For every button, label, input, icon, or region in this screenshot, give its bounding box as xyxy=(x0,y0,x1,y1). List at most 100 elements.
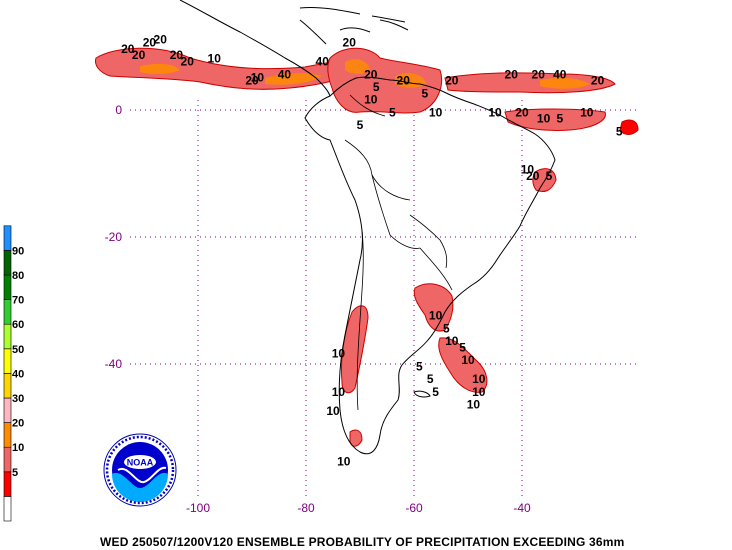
contour-label: 20 xyxy=(132,48,146,62)
precip-area-uruguay xyxy=(413,283,454,332)
contour-label: 5 xyxy=(546,169,553,183)
longitude-label: -60 xyxy=(405,501,423,515)
contour-label: 10 xyxy=(472,385,486,399)
contour-label: 10 xyxy=(326,404,340,418)
contour-label: 20 xyxy=(526,169,540,183)
border-paraguay xyxy=(409,214,448,269)
contour-label: 5 xyxy=(616,124,623,138)
svg-text:NOAA: NOAA xyxy=(127,458,154,468)
legend-colorbar: 5 10 20 30 40 50 60 70 80 90 xyxy=(3,225,24,522)
precip-area-itcz-atlantic xyxy=(444,72,616,94)
legend-swatch xyxy=(3,422,12,448)
legend-label: 90 xyxy=(12,245,24,257)
contour-label: 10 xyxy=(488,105,502,119)
legend-label: 40 xyxy=(12,368,24,380)
legend-swatch xyxy=(3,373,12,399)
precip-core-colombia xyxy=(345,59,370,74)
contour-label: 10 xyxy=(461,353,475,367)
coastline-falklands xyxy=(413,390,431,398)
contour-label: 5 xyxy=(389,105,396,119)
contour-label: 5 xyxy=(373,80,380,94)
contour-label: 5 xyxy=(357,118,364,132)
contour-label: 40 xyxy=(278,67,292,81)
legend-swatch xyxy=(3,496,12,522)
contour-label: 5 xyxy=(421,86,428,100)
legend-swatch xyxy=(3,299,12,325)
contour-label: 5 xyxy=(459,340,466,354)
map-caption: WED 250507/1200V120 ENSEMBLE PROBABILITY… xyxy=(100,535,625,549)
contour-label: 20 xyxy=(591,74,605,88)
precip-area-equatorial-atlantic xyxy=(504,108,606,131)
legend-label: 70 xyxy=(12,295,24,307)
legend-label: 50 xyxy=(12,344,24,356)
legend-swatch xyxy=(3,397,12,423)
contour-label: 20 xyxy=(505,67,519,81)
latitude-label: -20 xyxy=(105,230,123,244)
contour-label: 10 xyxy=(429,309,443,323)
legend-swatch xyxy=(3,225,12,251)
legend-swatch xyxy=(3,323,12,350)
contour-label: 20 xyxy=(364,67,378,81)
noaa-logo: NOAA xyxy=(103,433,177,507)
contour-label: 5 xyxy=(432,385,439,399)
longitude-label: -80 xyxy=(297,501,315,515)
coastline-central-america xyxy=(179,0,331,97)
contour-label: 10 xyxy=(337,455,351,469)
contour-label: 5 xyxy=(416,359,423,373)
latitude-label: 0 xyxy=(115,103,122,117)
contour-label: 10 xyxy=(364,93,378,107)
contour-label: 20 xyxy=(515,105,529,119)
contour-label: 10 xyxy=(332,347,346,361)
border-bolivia xyxy=(371,174,421,249)
contour-label: 10 xyxy=(445,334,459,348)
precip-area-tierra-del-fuego xyxy=(349,429,363,447)
coastline-cuba xyxy=(299,7,406,23)
longitude-label: -100 xyxy=(186,501,210,515)
longitude-labels: -100 -80 -60 -40 xyxy=(186,501,531,515)
legend-label: 80 xyxy=(12,270,24,282)
contour-label: 10 xyxy=(429,105,443,119)
contour-label: 10 xyxy=(467,397,481,411)
contour-label: 5 xyxy=(427,372,434,386)
country-borders xyxy=(344,94,453,411)
border-venezuela-colombia xyxy=(349,94,386,117)
border-argentina-chile xyxy=(356,229,364,411)
contour-label: 5 xyxy=(556,112,563,126)
contour-label: 5 xyxy=(443,321,450,335)
contour-label: 10 xyxy=(580,105,594,119)
legend-swatch xyxy=(3,446,12,473)
contour-label: 20 xyxy=(343,36,357,50)
precip-area-far-east xyxy=(619,119,639,135)
legend-swatch xyxy=(3,348,12,374)
contour-label: 20 xyxy=(143,36,157,50)
legend-label: 30 xyxy=(12,393,24,405)
contour-label: 10 xyxy=(537,112,551,126)
contour-label: 10 xyxy=(208,51,222,65)
legend-label: 60 xyxy=(12,319,24,331)
contour-label: 20 xyxy=(181,55,195,69)
legend-swatch xyxy=(3,471,12,497)
precip-core-itcz-atlantic xyxy=(540,77,590,89)
contour-label: 20 xyxy=(121,42,135,56)
legend-label: 20 xyxy=(12,418,24,430)
latitude-label: -40 xyxy=(105,357,123,371)
coastline-south-america xyxy=(304,76,556,455)
contour-label: 10 xyxy=(521,163,535,177)
border-brazil-argentina xyxy=(419,247,453,291)
contour-label: 40 xyxy=(553,67,567,81)
contour-label: 10 xyxy=(332,385,346,399)
graticule xyxy=(130,100,636,500)
latitude-labels: 0 -20 -40 xyxy=(105,103,123,371)
contour-label: 40 xyxy=(316,55,330,69)
contour-label: 20 xyxy=(170,48,184,62)
contour-label: 20 xyxy=(532,67,546,81)
contour-label: 20 xyxy=(154,32,168,46)
precip-core-pacific-east xyxy=(265,73,322,85)
precip-core-itcz-pacific xyxy=(140,63,180,75)
precip-area-south-atlantic xyxy=(438,337,488,393)
coastlines xyxy=(179,0,556,455)
contour-label: 20 xyxy=(397,74,411,88)
coastline-caribbean xyxy=(299,19,409,45)
